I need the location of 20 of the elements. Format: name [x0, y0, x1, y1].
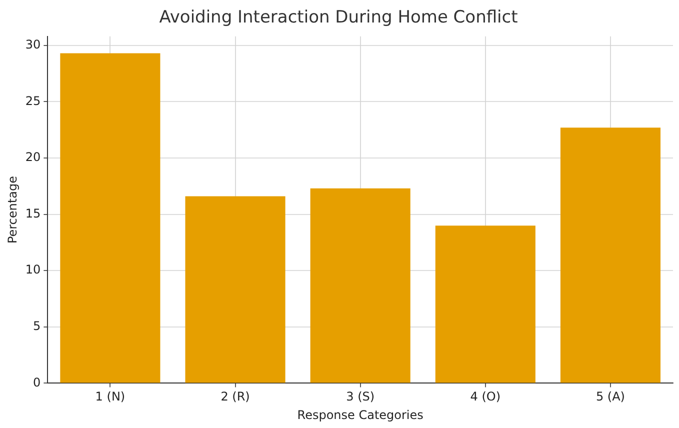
bar: [60, 53, 160, 383]
x-axis-title: Response Categories: [297, 408, 424, 422]
x-tick-label: 2 (R): [220, 390, 250, 404]
chart-title: Avoiding Interaction During Home Conflict: [159, 8, 518, 28]
x-tick-label: 1 (N): [95, 390, 126, 404]
y-tick-label: 25: [25, 94, 41, 108]
x-tick-label: 5 (A): [596, 390, 625, 404]
y-tick-label: 5: [33, 319, 41, 334]
bar: [185, 196, 286, 383]
bar: [310, 188, 410, 383]
bar: [435, 226, 536, 383]
y-tick-label: 20: [25, 150, 41, 164]
y-tick-label: 15: [25, 206, 41, 220]
x-tick-label: 3 (S): [346, 390, 375, 404]
y-tick-label: 10: [25, 262, 41, 277]
x-tick-label: 4 (O): [470, 390, 501, 404]
y-tick-label: 30: [25, 38, 41, 52]
y-tick-label: 0: [33, 375, 41, 390]
y-axis-title: Percentage: [5, 176, 20, 244]
bar: [560, 128, 660, 383]
